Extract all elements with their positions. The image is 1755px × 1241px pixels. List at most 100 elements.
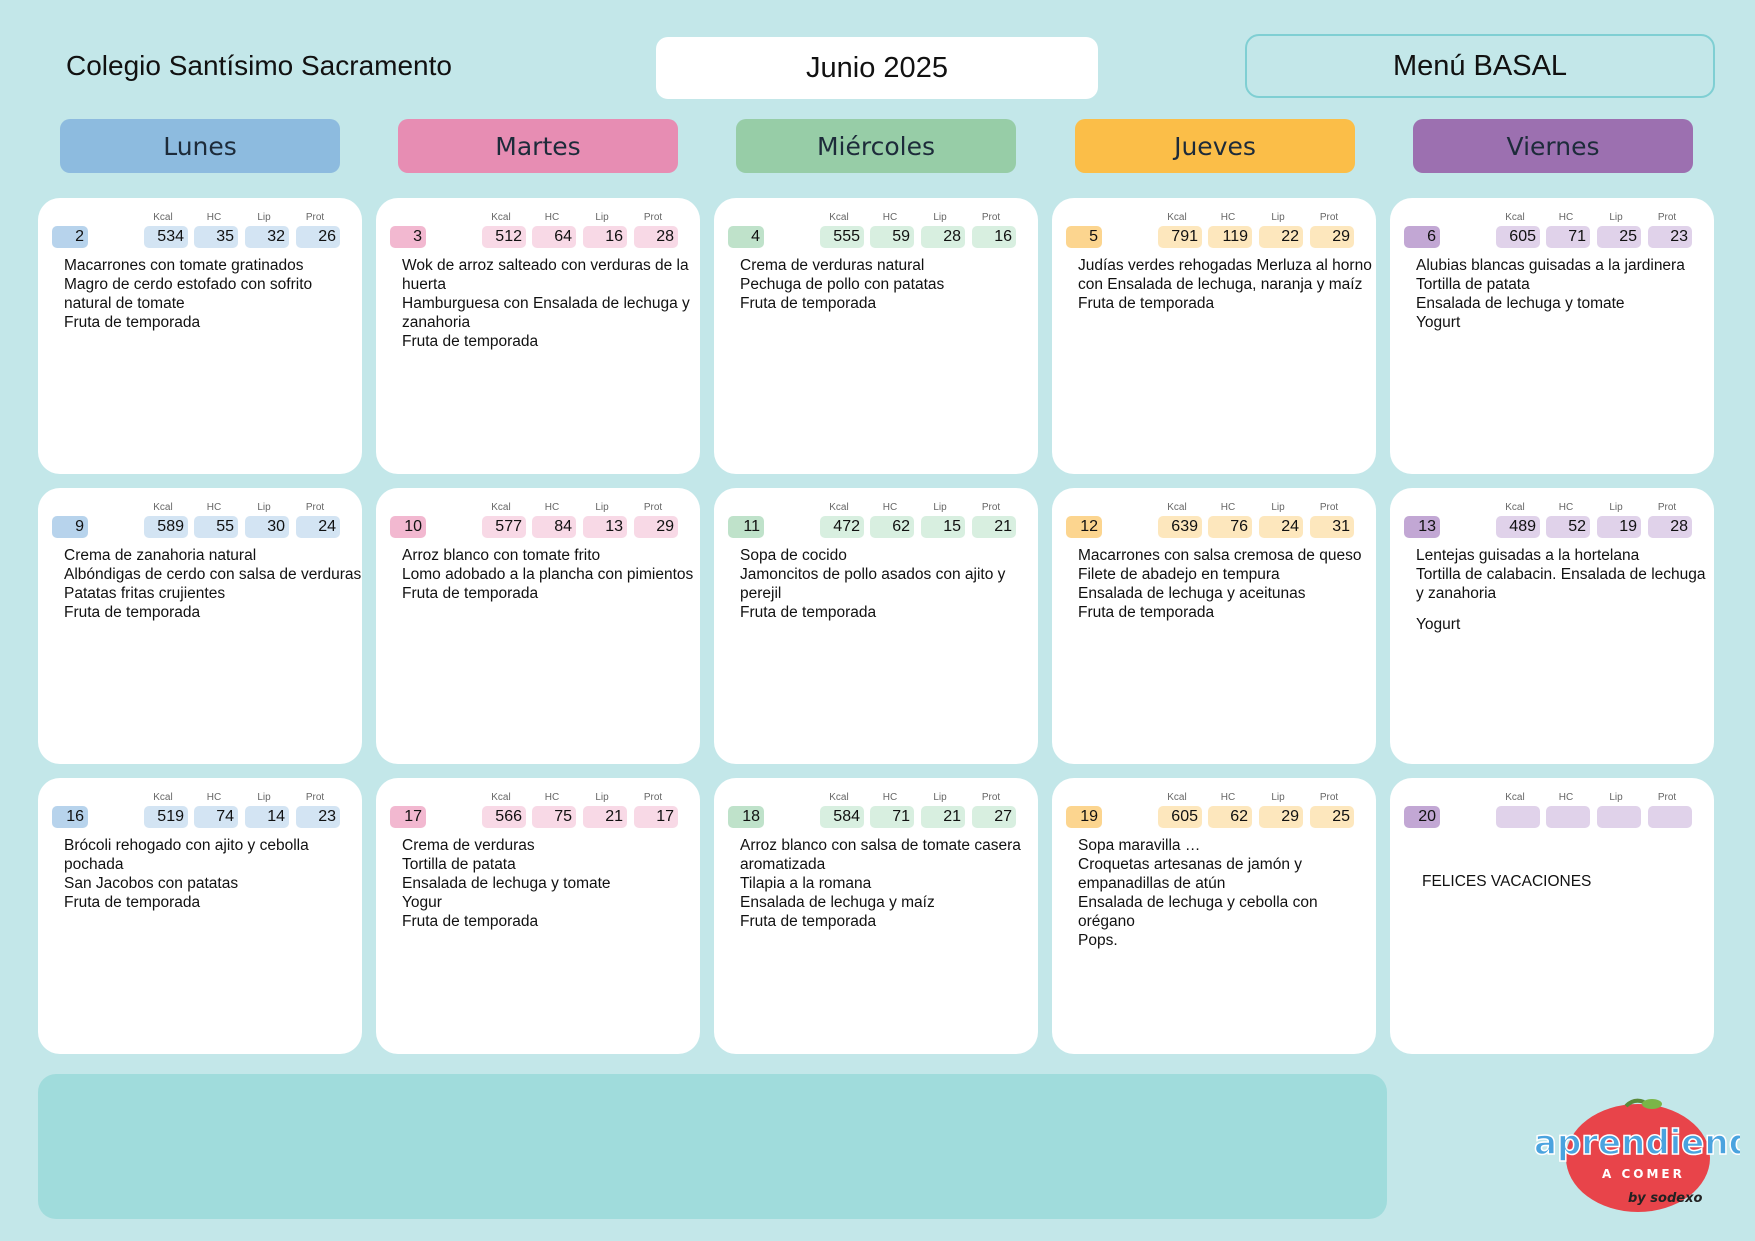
dish-item: Macarrones con tomate gratinados — [64, 257, 304, 274]
dish-list: Sopa de cocido Jamoncitos de pollo asados… — [740, 546, 1038, 622]
nutrient-value-lip: 22 — [1259, 226, 1303, 248]
nutrient-value-lip: 15 — [921, 516, 965, 538]
date-badge: 4 — [728, 226, 764, 248]
dish-list: Crema de verduras natural Pechuga de poll… — [740, 256, 1038, 313]
dish-item: Jamoncitos de pollo asados con ajito y p… — [740, 566, 1006, 602]
date-badge: 2 — [52, 226, 88, 248]
dish-item: Sopa maravilla … — [1078, 837, 1201, 854]
nutrient-label-hc: HC — [1220, 212, 1236, 223]
nutrient-label-hc: HC — [544, 792, 560, 803]
date-badge: 10 — [390, 516, 426, 538]
dish-list: Alubias blancas guisadas a la jardinera T… — [1416, 256, 1714, 332]
dish-item: Yogurt — [1416, 616, 1461, 633]
nutrient-label-prot: Prot — [1657, 792, 1677, 803]
nutrient-value-lip — [1597, 806, 1641, 828]
nutrient-label-kcal: Kcal — [491, 502, 511, 513]
nutrient-value-lip: 19 — [1597, 516, 1641, 538]
nutrient-label-prot: Prot — [1319, 502, 1339, 513]
nutrient-value-kcal: 577 — [482, 516, 526, 538]
nutrient-label-kcal: Kcal — [1505, 212, 1525, 223]
nutrient-value-prot: 31 — [1310, 516, 1354, 538]
dish-item: Ensalada de lechuga y maíz — [740, 894, 935, 911]
nutrient-label-hc: HC — [1558, 212, 1574, 223]
nutrient-value-lip: 32 — [245, 226, 289, 248]
nutrient-label-prot: Prot — [1657, 212, 1677, 223]
day-card: Kcal HC Lip Prot 6 605 71 25 23 Alubias blancas g… — [1390, 198, 1714, 474]
nutrient-value-prot — [1648, 806, 1692, 828]
dish-list: Arroz blanco con tomate frito Lomo adobad… — [402, 546, 700, 603]
nutrient-label-prot: Prot — [981, 792, 1001, 803]
nutrient-label-kcal: Kcal — [1167, 502, 1187, 513]
nutrient-label-kcal: Kcal — [829, 502, 849, 513]
dish-item: Pechuga de pollo con patatas — [740, 276, 945, 293]
dish-list: Macarrones con salsa cremosa de queso Fil… — [1078, 546, 1376, 622]
nutrient-label-hc: HC — [544, 212, 560, 223]
svg-text:by sodexo: by sodexo — [1628, 1191, 1702, 1206]
nutrient-value-kcal: 512 — [482, 226, 526, 248]
dish-item: Ensalada de lechuga y tomate — [1416, 295, 1625, 312]
dish-item: Sopa de cocido — [740, 547, 847, 564]
day-card: Kcal HC Lip Prot 20 FELICES VACACIONES — [1390, 778, 1714, 1054]
nutrient-value-hc: 35 — [194, 226, 238, 248]
nutrient-label-lip: Lip — [933, 212, 947, 223]
nutrient-label-lip: Lip — [1271, 792, 1285, 803]
dish-item: Arroz blanco con tomate frito — [402, 547, 601, 564]
nutrient-label-prot: Prot — [981, 502, 1001, 513]
dish-item: Arroz blanco con salsa de tomate casera … — [740, 837, 1021, 873]
nutrient-label-prot: Prot — [1657, 502, 1677, 513]
nutrient-value-kcal: 639 — [1158, 516, 1202, 538]
date-badge: 5 — [1066, 226, 1102, 248]
dish-item: Fruta de temporada — [740, 604, 877, 621]
dish-item: Tortilla de patata — [402, 856, 516, 873]
nutrient-value-prot: 29 — [1310, 226, 1354, 248]
day-card: Kcal HC Lip Prot 16 519 74 14 23 Brócoli rehogado… — [38, 778, 362, 1054]
dish-item: Patatas fritas crujientes — [64, 585, 226, 602]
dish-item: Fruta de temporada — [64, 894, 201, 911]
day-card: Kcal HC Lip Prot 5 791 119 22 29 Judías verdes re… — [1052, 198, 1376, 474]
date-badge: 18 — [728, 806, 764, 828]
dish-item: Croquetas artesanas de jamón y empanadil… — [1078, 856, 1303, 892]
dish-item: FELICES VACACIONES — [1422, 873, 1592, 890]
nutrient-label-prot: Prot — [305, 212, 325, 223]
dish-item: Magro de cerdo estofado con sofrito natu… — [64, 276, 313, 312]
nutrient-value-hc: 84 — [532, 516, 576, 538]
nutrient-value-lip: 25 — [1597, 226, 1641, 248]
nutrient-label-kcal: Kcal — [153, 502, 173, 513]
dish-item: Ensalada de lechuga y aceitunas — [1078, 585, 1306, 602]
dish-item: Fruta de temporada — [1078, 604, 1215, 621]
nutrient-label-kcal: Kcal — [491, 792, 511, 803]
nutrient-value-prot: 16 — [972, 226, 1016, 248]
nutrient-value-prot: 21 — [972, 516, 1016, 538]
notes-area — [38, 1074, 1387, 1219]
dish-item: Tortilla de calabacin. Ensalada de lechu… — [1416, 566, 1706, 602]
nutrient-label-lip: Lip — [257, 502, 271, 513]
nutrient-value-lip: 16 — [583, 226, 627, 248]
nutrient-value-lip: 13 — [583, 516, 627, 538]
nutrient-value-kcal: 519 — [144, 806, 188, 828]
nutrient-value-lip: 30 — [245, 516, 289, 538]
nutrient-label-kcal: Kcal — [1167, 212, 1187, 223]
dish-list: Arroz blanco con salsa de tomate casera … — [740, 836, 1038, 931]
nutrient-value-hc — [1546, 806, 1590, 828]
date-badge: 13 — [1404, 516, 1440, 538]
nutrient-label-lip: Lip — [933, 502, 947, 513]
dish-item: Crema de zanahoria natural — [64, 547, 257, 564]
nutrient-label-hc: HC — [206, 502, 222, 513]
date-badge: 19 — [1066, 806, 1102, 828]
nutrient-label-hc: HC — [882, 502, 898, 513]
day-header-0: Lunes — [60, 119, 340, 173]
dish-list: Sopa maravilla … Croquetas artesanas de j… — [1078, 836, 1376, 950]
dish-item: Fruta de temporada — [402, 585, 539, 602]
day-header-3: Jueves — [1075, 119, 1355, 173]
month-title: Junio 2025 — [656, 37, 1098, 99]
date-badge: 12 — [1066, 516, 1102, 538]
nutrient-label-lip: Lip — [257, 212, 271, 223]
nutrient-value-hc: 76 — [1208, 516, 1252, 538]
nutrient-value-prot: 29 — [634, 516, 678, 538]
school-name: Colegio Santísimo Sacramento — [66, 50, 452, 81]
day-card: Kcal HC Lip Prot 9 589 55 30 24 Crema de zanahori… — [38, 488, 362, 764]
nutrient-value-prot: 23 — [1648, 226, 1692, 248]
nutrient-value-hc: 55 — [194, 516, 238, 538]
menu-type: Menú BASAL — [1245, 34, 1715, 98]
nutrient-label-kcal: Kcal — [491, 212, 511, 223]
